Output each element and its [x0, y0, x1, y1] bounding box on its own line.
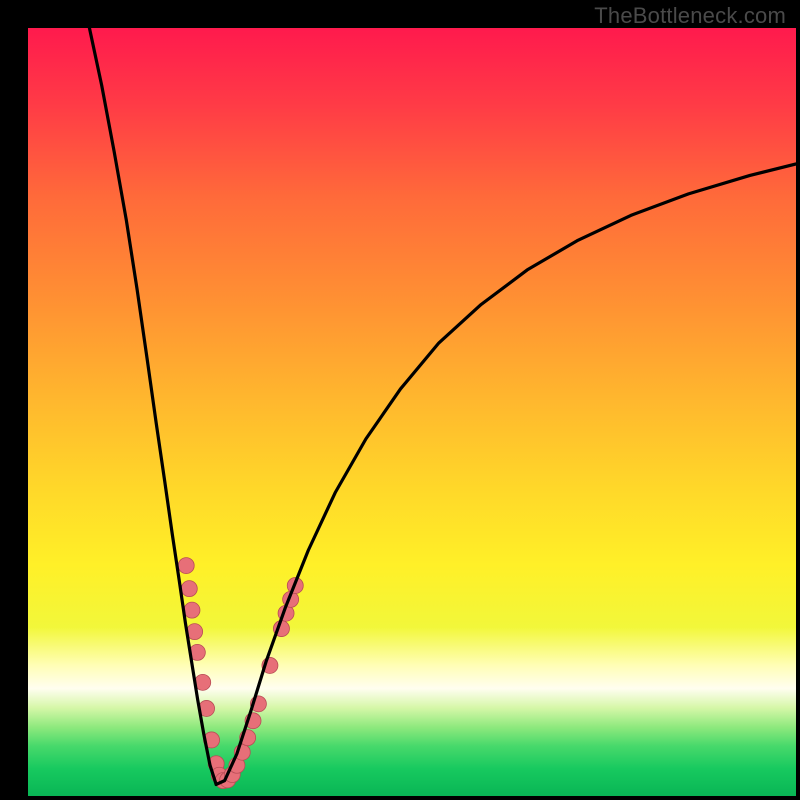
chart-plot-area	[28, 28, 796, 796]
chart-marker	[178, 558, 194, 574]
chart-marker	[184, 602, 200, 618]
frame-border-bottom	[0, 796, 800, 800]
frame-border-right	[796, 0, 800, 800]
frame-border-left	[0, 0, 28, 800]
chart-curve-left	[89, 28, 216, 784]
chart-marker	[181, 581, 197, 597]
watermark-text: TheBottleneck.com	[594, 3, 786, 29]
chart-curve-right	[216, 164, 796, 785]
chart-markers-group	[178, 558, 303, 789]
chart-svg	[28, 28, 796, 796]
